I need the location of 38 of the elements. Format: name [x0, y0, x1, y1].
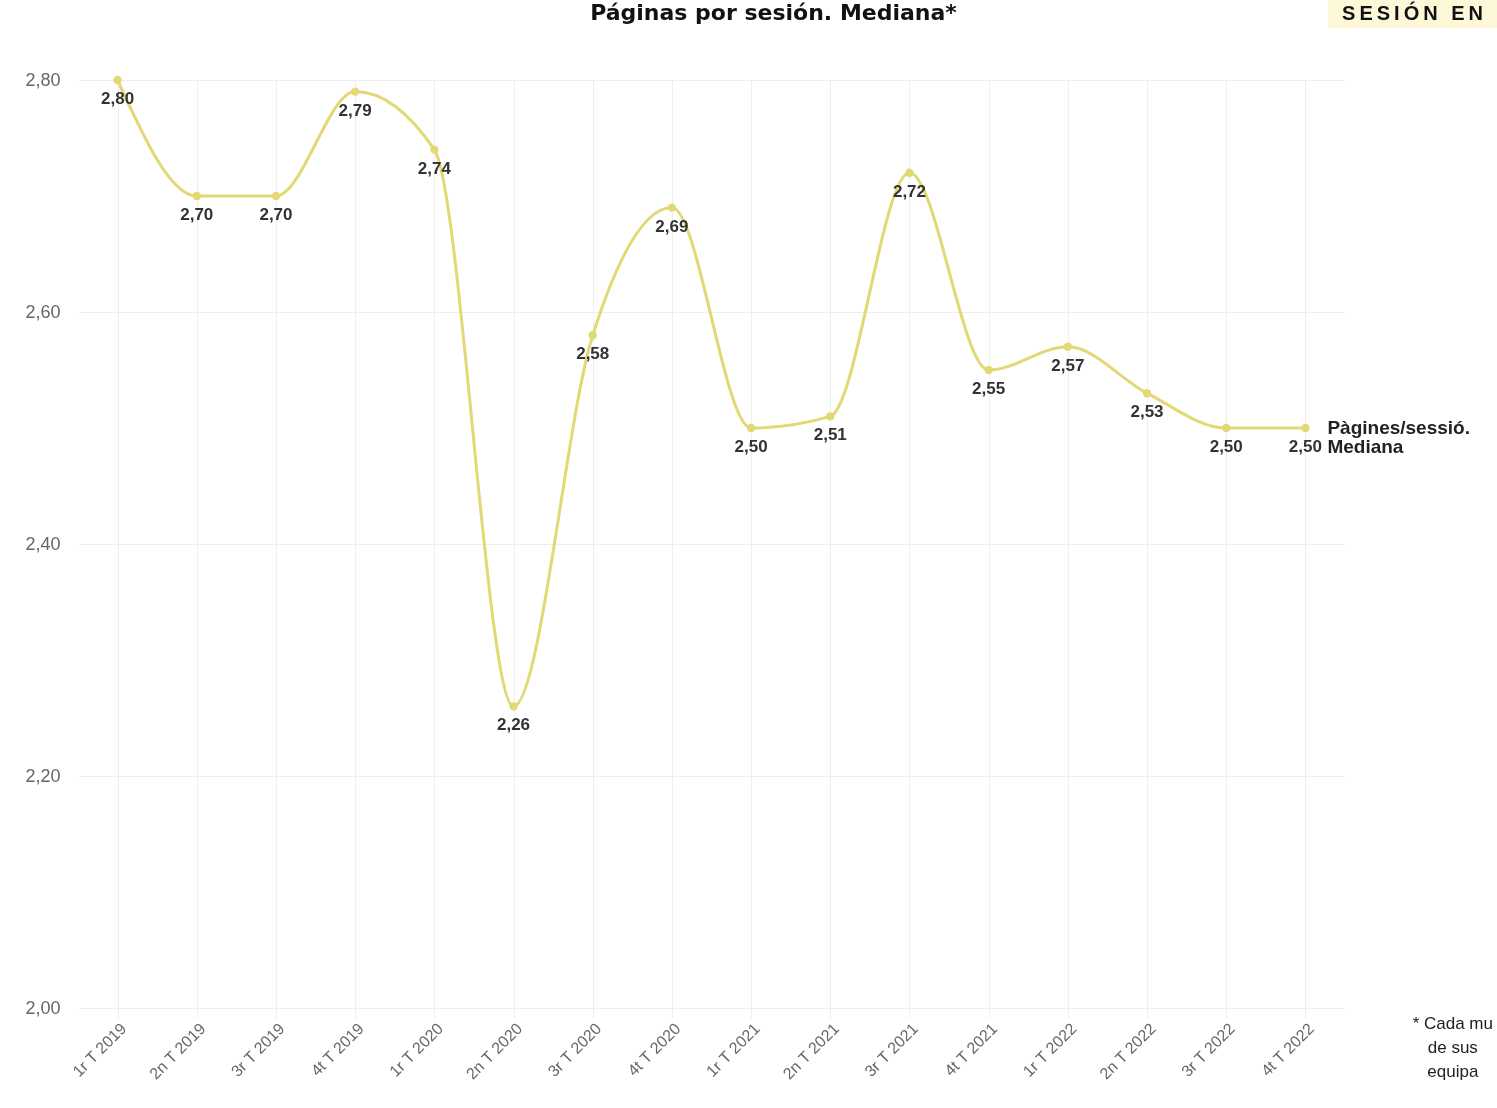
data-label: 2,53: [1130, 402, 1164, 422]
point: [192, 191, 201, 201]
data-label: 2,57: [1051, 355, 1085, 375]
series-label: Pàgines/sessió. Mediana: [1327, 417, 1470, 457]
y-tick-label: 2,40: [25, 533, 61, 554]
point: [905, 168, 914, 177]
data-label: 2,70: [180, 205, 214, 224]
y-tick-label: 2,80: [25, 69, 61, 90]
point: [271, 191, 281, 201]
data-label: 2,50: [734, 437, 768, 456]
point: [430, 145, 439, 154]
point: [1222, 423, 1231, 433]
point: [1142, 389, 1152, 398]
data-label: 2,51: [813, 425, 847, 445]
point: [667, 203, 677, 212]
point: [1063, 342, 1073, 351]
point: [1301, 423, 1310, 433]
point: [509, 702, 518, 711]
text: equipa: [1426, 1061, 1480, 1083]
data-label: 2,26: [496, 715, 531, 735]
point: [826, 412, 835, 421]
data-label: 2,79: [338, 100, 372, 120]
chart-title: Páginas por sesión. Mediana*: [590, 0, 958, 25]
text: de sus: [1426, 1037, 1479, 1059]
point: [350, 87, 360, 96]
point: [746, 423, 756, 433]
text: * Cada mu: [1412, 1013, 1493, 1035]
y-tick-label: 2,60: [25, 301, 61, 322]
point: [984, 365, 993, 375]
y-tick-label: 2,00: [25, 997, 61, 1018]
data-label: 2,50: [1288, 437, 1322, 456]
y-tick-label: 2,20: [25, 765, 61, 786]
point: [113, 75, 122, 85]
data-label: 2,70: [259, 205, 293, 224]
point: [588, 331, 597, 340]
data-label: 2,55: [972, 379, 1006, 398]
text: SESIÓN EN: [1328, 0, 1497, 28]
data-label: 2,50: [1209, 437, 1243, 456]
